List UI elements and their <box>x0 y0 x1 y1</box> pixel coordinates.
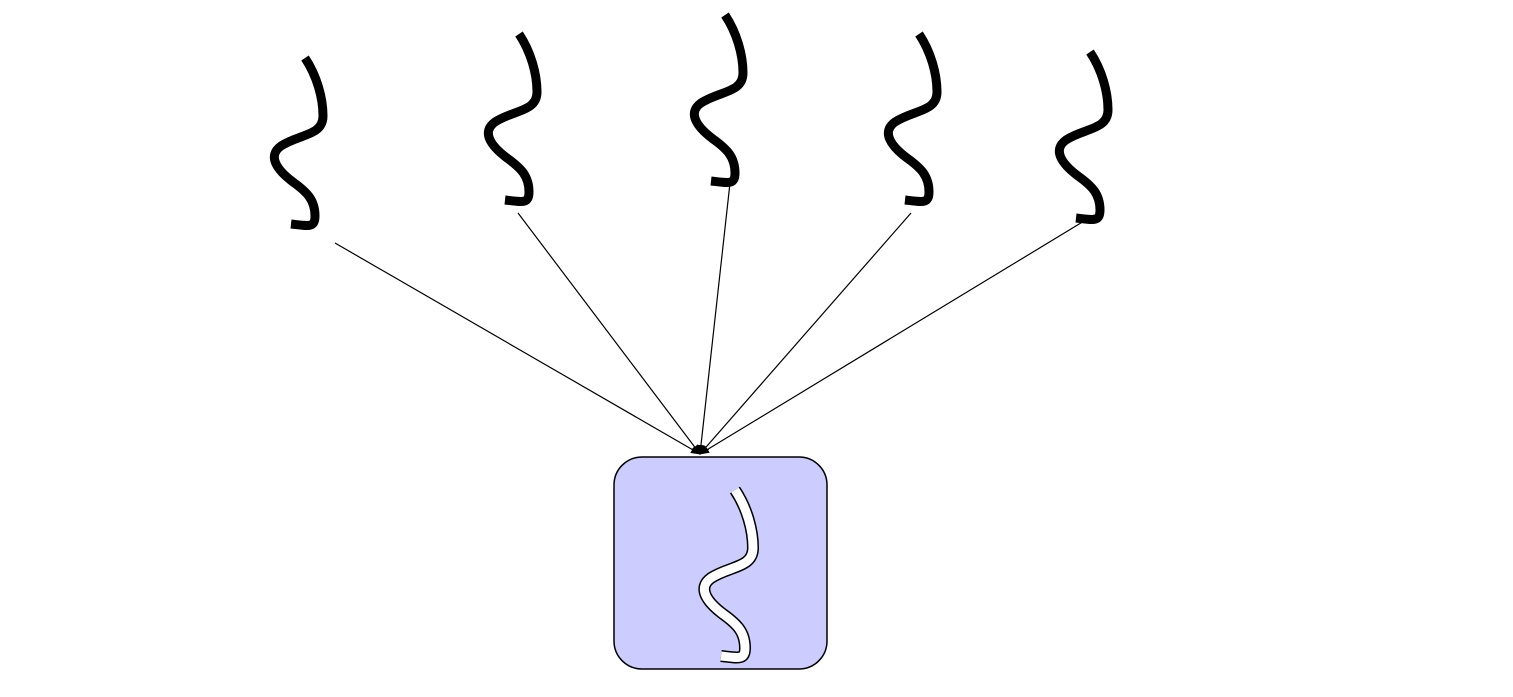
source-squiggle-icon-5 <box>1054 49 1113 225</box>
source-squiggle-icon-2 <box>483 31 542 207</box>
connectors <box>334 182 1095 455</box>
target-box <box>613 456 828 670</box>
source-symbols <box>269 12 1113 231</box>
connector-arrow-4 <box>699 212 912 455</box>
connector-arrow-5 <box>699 214 1095 455</box>
connector-arrow-3 <box>697 182 731 455</box>
source-squiggle-icon-1 <box>269 55 328 231</box>
source-squiggle-icon-3 <box>689 12 748 188</box>
connector-arrow-1 <box>334 242 701 455</box>
target-squiggle-icon <box>699 487 758 663</box>
source-squiggle-icon-4 <box>883 31 942 207</box>
connector-arrow-2 <box>517 212 701 455</box>
target-node <box>613 456 828 670</box>
